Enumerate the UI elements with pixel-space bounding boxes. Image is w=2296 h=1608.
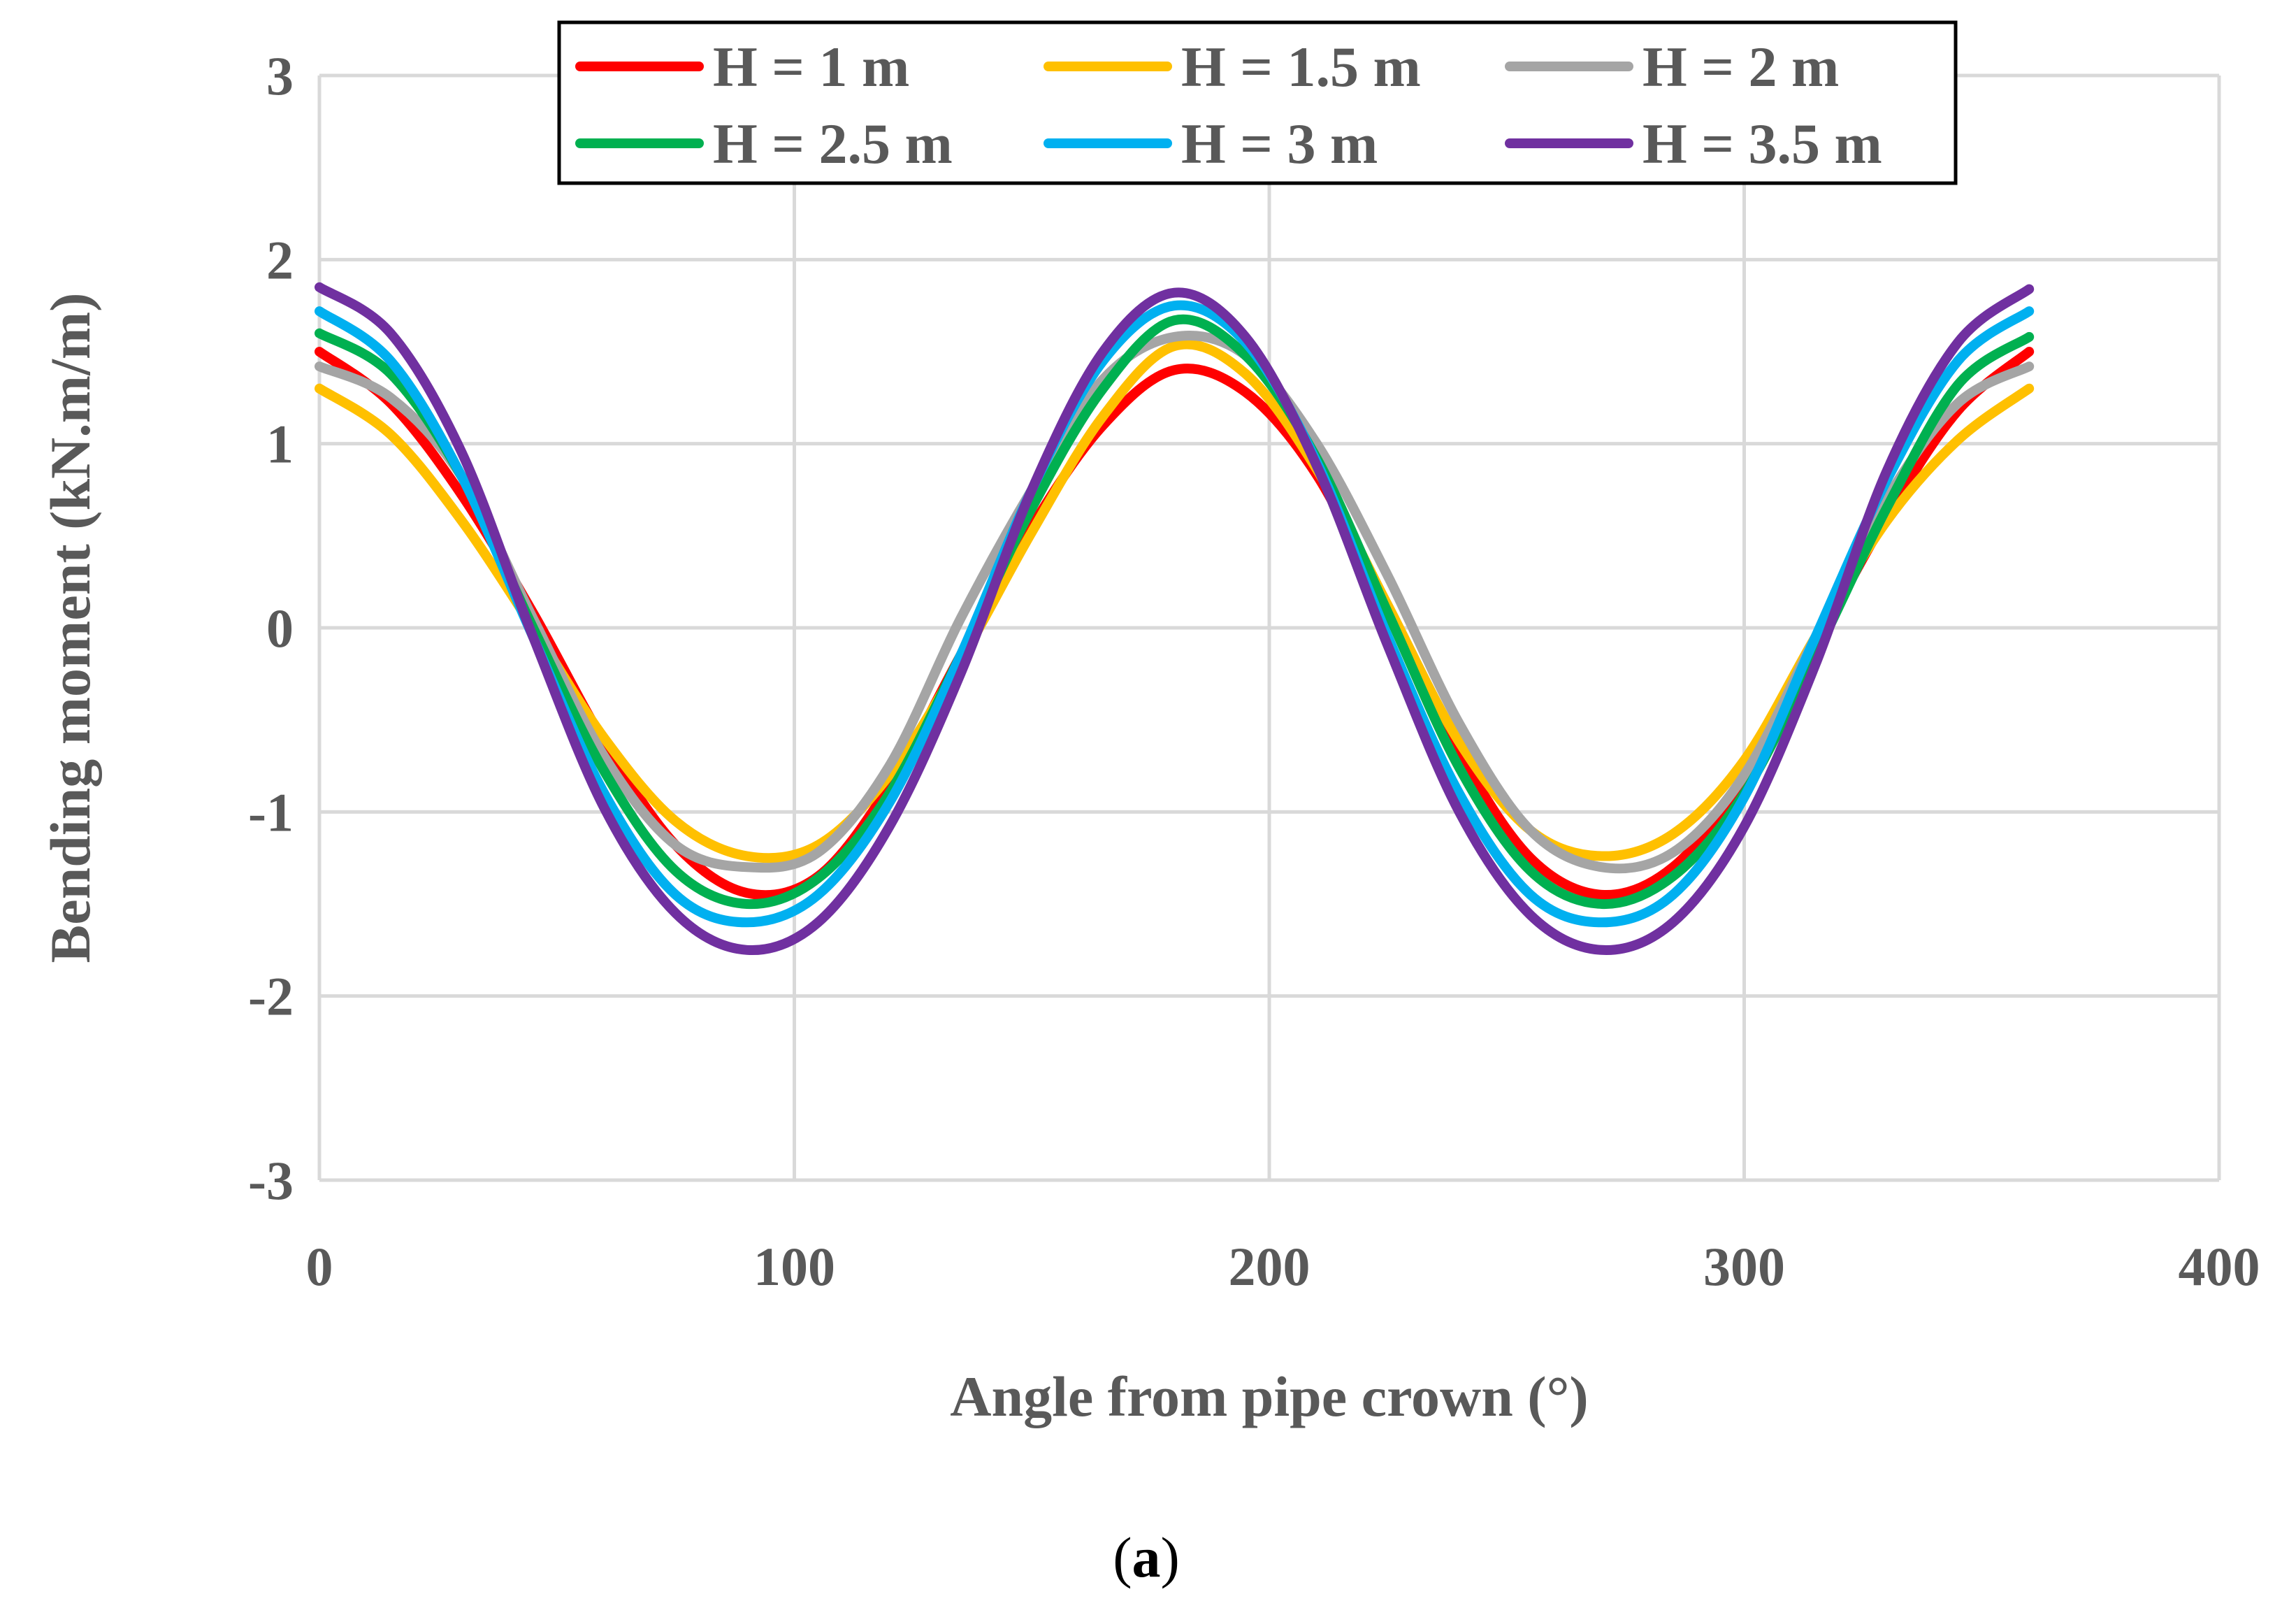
y-tick-label: 2 bbox=[266, 229, 294, 290]
x-tick-labels: 0 100 200 300 400 bbox=[306, 1236, 2260, 1297]
x-tick-label: 300 bbox=[1703, 1236, 1785, 1297]
series-line-3 bbox=[315, 331, 2035, 874]
y-tick-label: -3 bbox=[248, 1150, 294, 1211]
legend-box bbox=[557, 20, 1958, 185]
x-tick-label: 400 bbox=[2179, 1236, 2260, 1297]
x-tick-label: 200 bbox=[1229, 1236, 1311, 1297]
legend-label-2: H = 1.5 m bbox=[1181, 35, 1421, 99]
y-tick-label: -2 bbox=[248, 966, 294, 1027]
y-tick-label: 3 bbox=[266, 45, 294, 106]
y-tick-labels: 3 2 1 0 -1 -2 -3 bbox=[248, 45, 294, 1211]
legend-label-6: H = 3.5 m bbox=[1642, 112, 1882, 175]
series-line-2 bbox=[315, 339, 2035, 863]
figure-caption: (a) bbox=[1113, 1526, 1180, 1589]
caption-letter: a bbox=[1132, 1526, 1161, 1589]
x-tick-label: 0 bbox=[306, 1236, 333, 1297]
y-tick-label: 1 bbox=[266, 414, 294, 475]
legend-label-5: H = 3 m bbox=[1181, 112, 1378, 175]
series-line-5 bbox=[315, 300, 2035, 928]
y-tick-label: 0 bbox=[266, 598, 294, 659]
legend-label-4: H = 2.5 m bbox=[713, 112, 953, 175]
x-tick-label: 100 bbox=[753, 1236, 835, 1297]
caption-open-paren: ( bbox=[1113, 1526, 1132, 1589]
legend-label-3: H = 2 m bbox=[1642, 35, 1839, 99]
series-line-4 bbox=[315, 314, 2035, 910]
gridlines bbox=[317, 73, 2221, 1182]
legend-label-1: H = 1 m bbox=[713, 35, 909, 99]
y-tick-label: -1 bbox=[248, 782, 294, 842]
caption-close-paren: ) bbox=[1161, 1526, 1180, 1589]
series-lines bbox=[315, 282, 2035, 956]
axes bbox=[317, 76, 2219, 1182]
legend: H = 1 m H = 1.5 m H = 2 m H = 2.5 m H = 3 m H… bbox=[557, 20, 1958, 185]
y-axis-title: Bending moment (kN.m/m) bbox=[38, 293, 102, 963]
x-axis-title: Angle from pipe crown (°) bbox=[950, 1365, 1588, 1428]
series-line-6 bbox=[315, 282, 2035, 956]
